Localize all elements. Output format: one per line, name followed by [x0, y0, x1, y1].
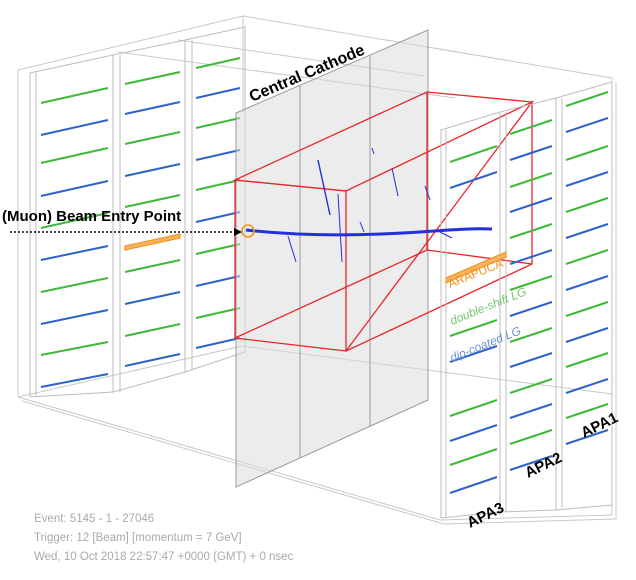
- left-arapuca: [124, 233, 181, 251]
- beam-entry-label: (Muon) Beam Entry Point: [2, 208, 181, 225]
- apa1-label: APA1: [578, 409, 620, 441]
- apa2-label: APA2: [522, 449, 564, 481]
- trigger-text: Trigger: 12 [Beam] [momentum = 7 GeV]: [34, 532, 242, 544]
- beam-entry-arrowhead: [234, 228, 242, 236]
- right-light-guides: [449, 91, 609, 494]
- left-light-guides: [40, 57, 241, 388]
- beam-entry-marker: [241, 224, 255, 238]
- timestamp-text: Wed, 10 Oct 2018 22:57:47 +0000 (GMT) + …: [34, 551, 294, 563]
- left-apa-panels: [29, 26, 246, 398]
- apa3-label: APA3: [464, 499, 506, 531]
- event-id-text: Event: 5145 - 1 - 27046: [34, 513, 155, 525]
- double-shift-lg-label: double-shift LG: [448, 284, 529, 327]
- dip-coated-lg-label: dip-coated LG: [448, 324, 523, 365]
- right-arapuca: [445, 251, 507, 284]
- particle-track: [245, 147, 493, 263]
- right-apa-panels: [440, 81, 613, 519]
- arapuca-label: ARAPUCA: [446, 256, 505, 291]
- central-cathode: [235, 29, 429, 488]
